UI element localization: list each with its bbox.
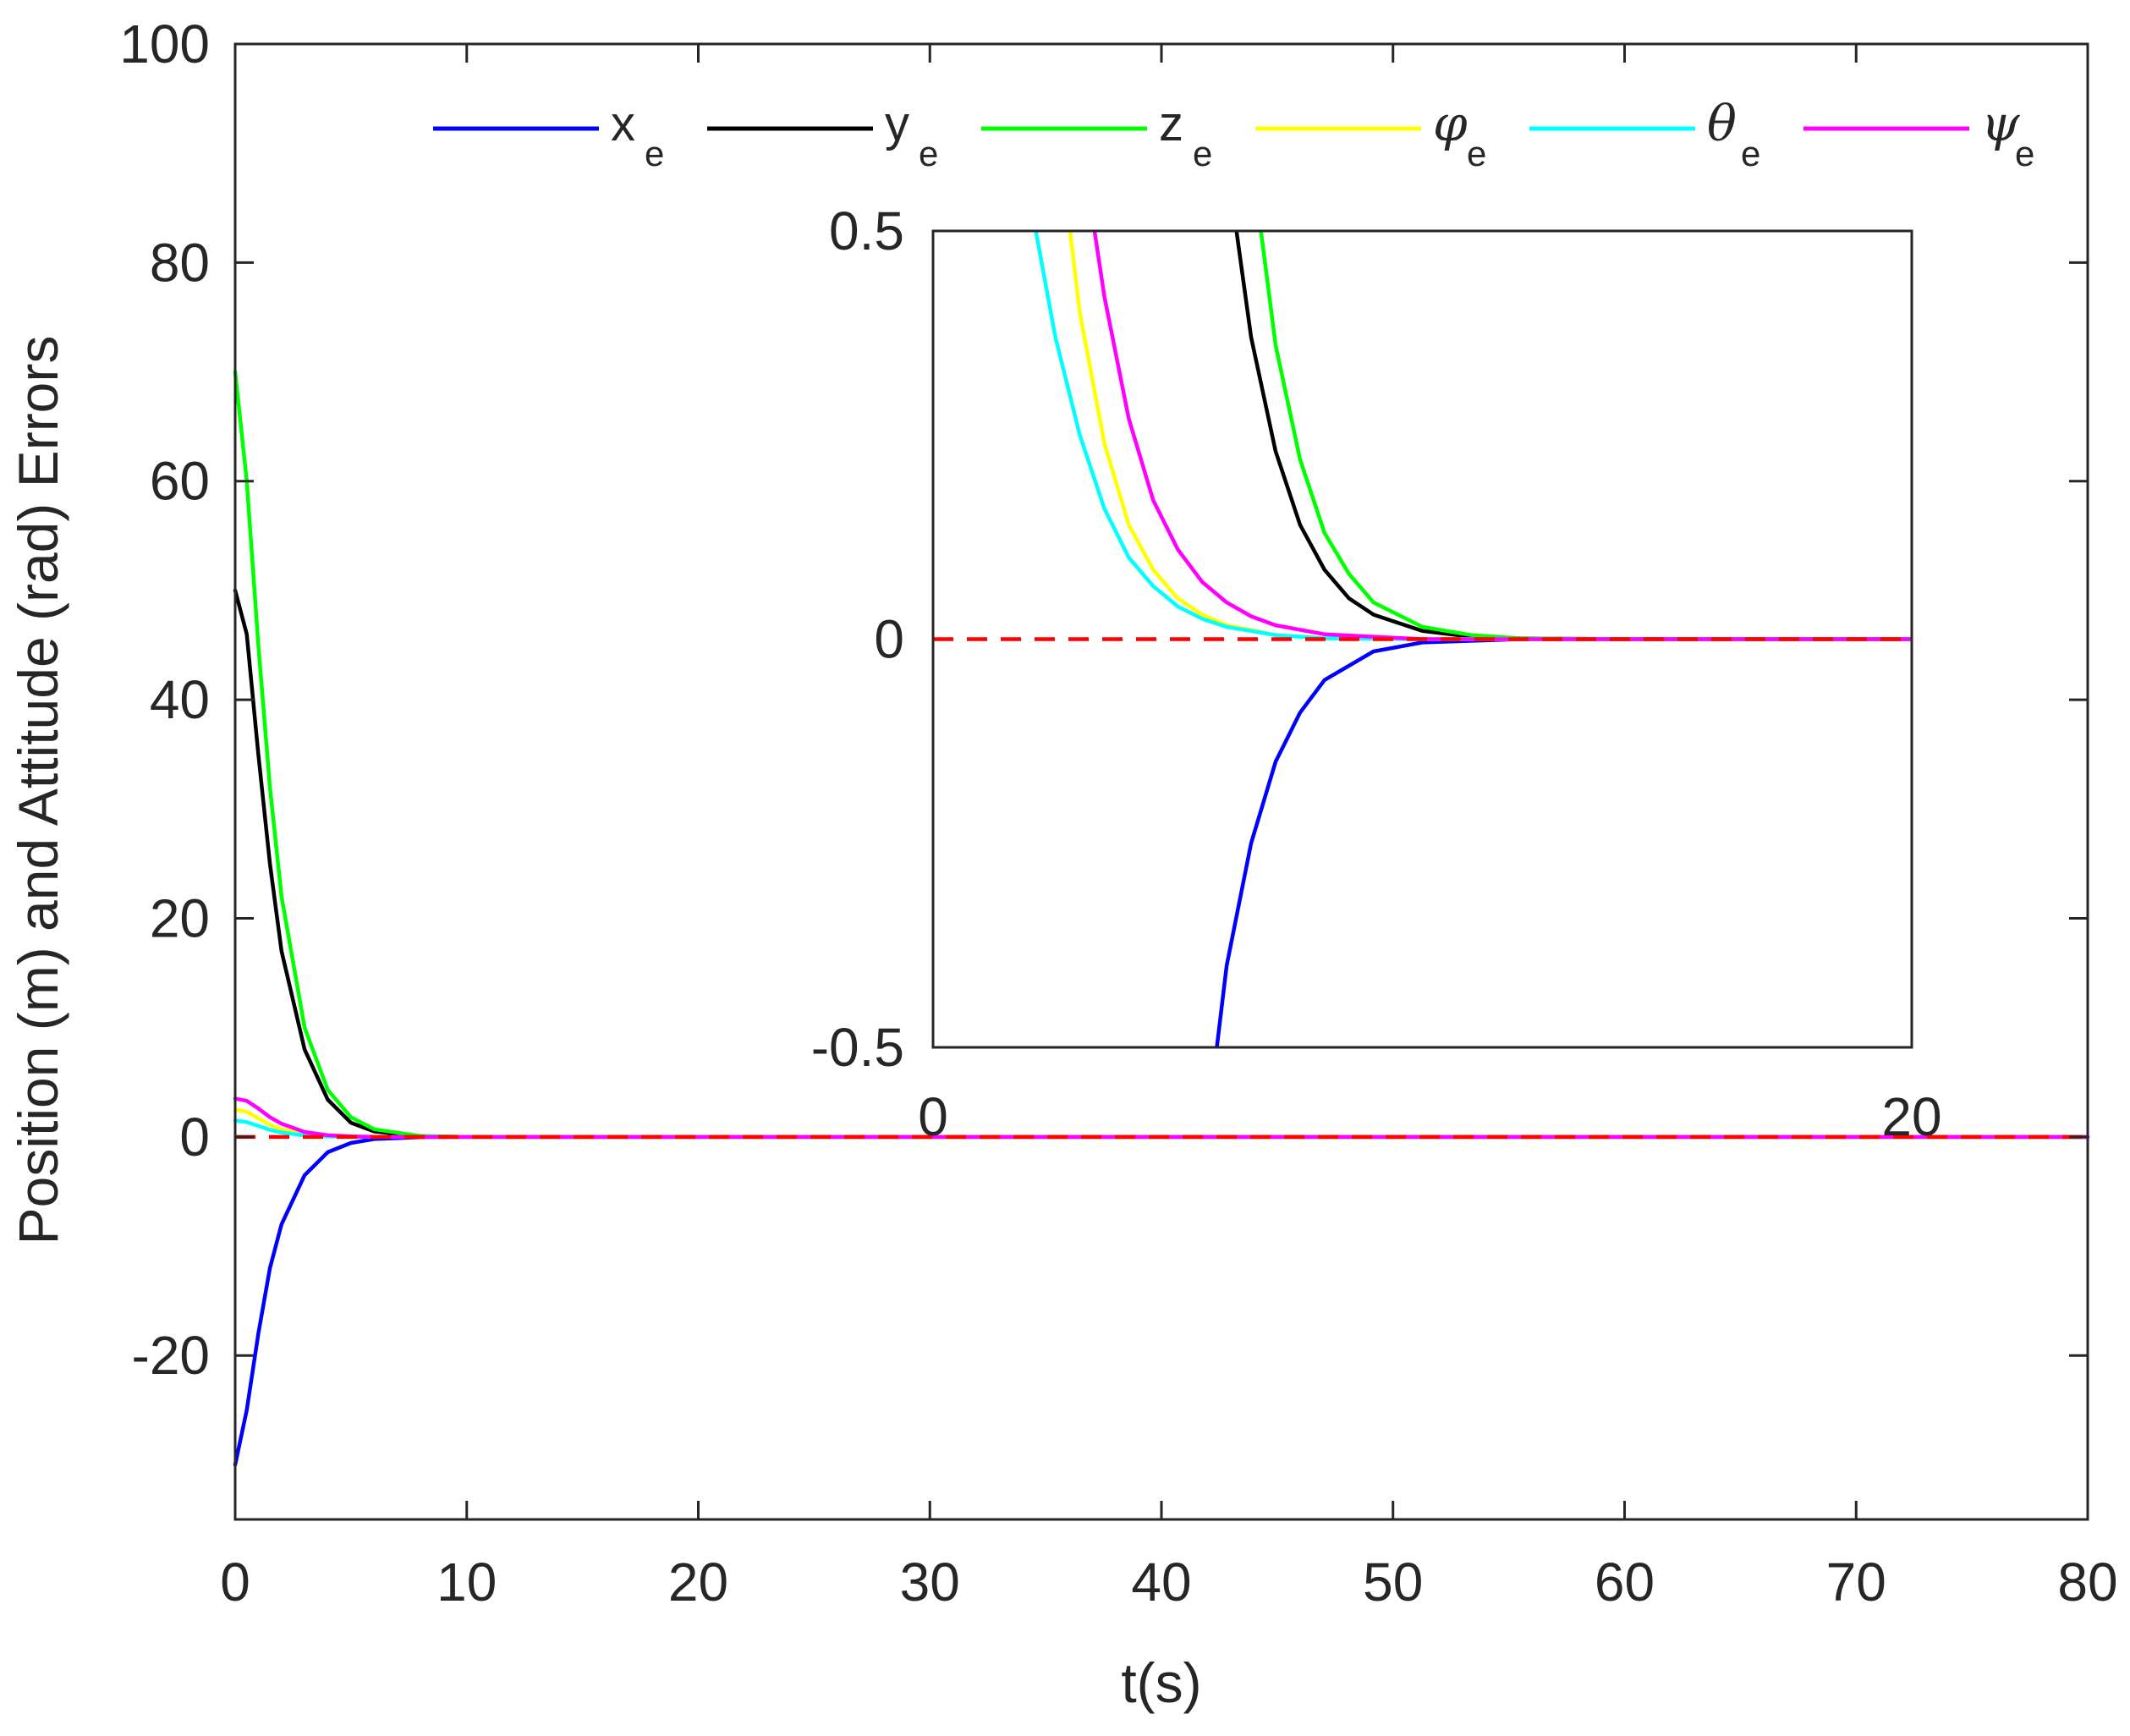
- inset-plot-frame: [931, 229, 1913, 1049]
- inset-series-line-6: [1092, 231, 1912, 641]
- legend-subscript: e: [919, 134, 938, 173]
- y-tick-label: 100: [119, 14, 210, 74]
- main-plot: 0 10 20 30 40 50 60 70 80 -20 0 20 40 60 80 100 t(s) P…: [7, 14, 2118, 1714]
- legend-entry: ye: [707, 96, 938, 173]
- inset-plot: 0 20 -0.500.5: [811, 201, 1942, 1147]
- x-tick-label: 10: [436, 1552, 497, 1612]
- inset-y-tick-label: 0.5: [829, 201, 904, 261]
- x-tick-label: 0: [220, 1552, 250, 1612]
- legend-subscript: e: [1467, 134, 1486, 173]
- main-series-group: [233, 370, 2090, 1467]
- x-tick-label: 30: [900, 1552, 960, 1612]
- legend-entry: θe: [1529, 95, 1760, 173]
- y-tick-label: -20: [132, 1325, 211, 1386]
- y-tick-label: 0: [179, 1107, 210, 1167]
- legend-label: φ: [1433, 95, 1468, 152]
- main-x-axis: 0 10 20 30 40 50 60 70 80: [220, 44, 2118, 1612]
- legend-label: θ: [1707, 95, 1737, 152]
- legend-subscript: e: [645, 134, 664, 173]
- x-tick-label: 70: [1826, 1552, 1886, 1612]
- inset-series-group: [933, 231, 1912, 1047]
- x-axis-label: t(s): [1121, 1651, 1201, 1714]
- main-series-line-6: [233, 1096, 2090, 1140]
- legend-label: x: [611, 96, 635, 151]
- legend-subscript: e: [1193, 134, 1212, 173]
- main-y-axis: -20 0 20 40 60 80 100: [119, 14, 2088, 1386]
- inset-x-tick-label: 0: [918, 1086, 948, 1147]
- legend-entry: ψe: [1803, 95, 2034, 173]
- x-tick-label: 50: [1363, 1552, 1423, 1612]
- y-tick-label: 20: [150, 887, 210, 948]
- x-tick-label: 20: [668, 1552, 728, 1612]
- inset-y-axis: -0.5 0 0.5: [811, 201, 904, 1078]
- legend-entry: φe: [1255, 95, 1486, 173]
- legend-subscript: e: [2015, 134, 2034, 173]
- x-tick-label: 60: [1595, 1552, 1655, 1612]
- x-tick-label: 80: [2057, 1552, 2117, 1612]
- inset-y-tick-label: 0: [874, 609, 904, 670]
- y-tick-label: 40: [150, 669, 210, 730]
- inset-x-axis: 0 20: [918, 1086, 1941, 1147]
- x-tick-label: 40: [1131, 1552, 1191, 1612]
- inset-y-tick-label: -0.5: [811, 1017, 904, 1078]
- legend-entry: xe: [433, 96, 664, 173]
- legend-label: y: [885, 96, 909, 151]
- y-tick-label: 80: [150, 232, 210, 293]
- legend-label: z: [1159, 96, 1183, 151]
- y-axis-label: Position (m) and Attitude (rad) Errors: [7, 336, 69, 1245]
- inset-x-tick-label: 20: [1881, 1086, 1941, 1147]
- legend-entry: ze: [981, 96, 1212, 173]
- legend-label: ψ: [1981, 95, 2020, 152]
- y-tick-label: 60: [150, 451, 210, 512]
- legend-subscript: e: [1741, 134, 1760, 173]
